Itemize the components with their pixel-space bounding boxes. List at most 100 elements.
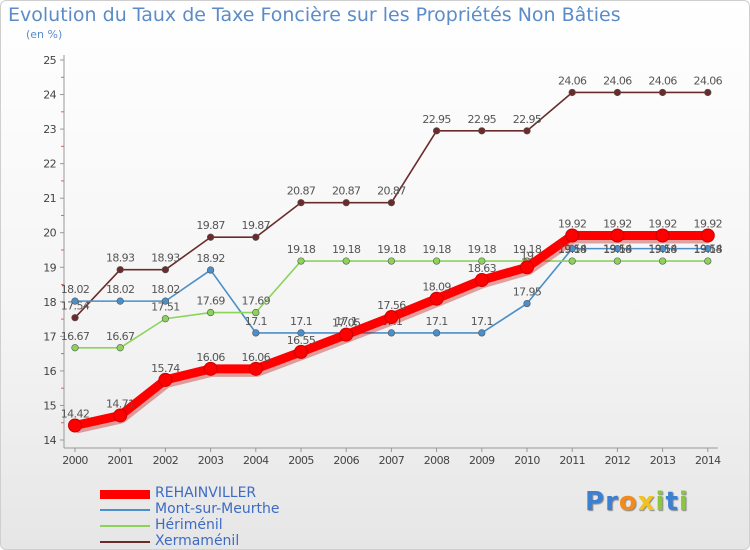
data-label: 19.18: [468, 243, 497, 256]
x-tick-label: 2003: [198, 454, 224, 467]
legend-swatch-mont-sur-meurthe: [100, 509, 150, 511]
data-label: 17.1: [471, 315, 493, 328]
data-point: [474, 273, 489, 288]
x-tick-label: 2004: [243, 454, 269, 467]
legend-item-mont-sur-meurthe[interactable]: Mont-sur-Meurthe: [100, 501, 360, 518]
data-label: 22.95: [422, 113, 451, 126]
data-point: [613, 88, 622, 97]
data-point: [658, 245, 667, 253]
data-point: [704, 88, 712, 97]
data-point: [207, 308, 215, 317]
data-point: [613, 245, 622, 253]
data-label: 19.18: [558, 243, 587, 256]
data-label: 19.18: [422, 243, 451, 256]
data-point: [161, 266, 169, 274]
data-label: 18.02: [151, 283, 180, 296]
data-label: 19.18: [603, 243, 632, 256]
y-tick-label: 22: [43, 158, 56, 171]
legend-item-rehainviller[interactable]: REHAINVILLER: [100, 485, 360, 502]
data-label: 17.69: [242, 295, 271, 308]
data-label: 16.06: [196, 351, 225, 364]
data-point: [294, 344, 308, 359]
data-label: 19.18: [648, 243, 677, 256]
data-point: [339, 327, 354, 342]
legend-item-herimenil[interactable]: Hériménil: [100, 517, 360, 534]
data-point: [523, 299, 531, 308]
data-label: 24.06: [558, 74, 587, 87]
data-label: 16.55: [287, 334, 316, 347]
data-label: 19.18: [513, 243, 542, 256]
legend-label: Mont-sur-Meurthe: [155, 501, 280, 517]
data-label: 16.67: [106, 330, 135, 343]
data-label: 19: [521, 249, 534, 262]
data-point: [568, 88, 576, 97]
data-point: [658, 88, 667, 97]
data-point: [71, 314, 79, 322]
data-label: 19.18: [287, 243, 316, 256]
data-label: 19.18: [694, 243, 723, 256]
data-label: 19.54: [648, 243, 677, 256]
data-label: 24.06: [603, 74, 632, 87]
x-tick-label: 2008: [424, 454, 450, 467]
y-tick-label: 17: [43, 330, 56, 343]
legend: REHAINVILLER Mont-sur-Meurthe Hériménil …: [100, 485, 360, 550]
logo-letter: o: [618, 487, 638, 517]
data-point: [297, 199, 305, 207]
data-point: [342, 257, 350, 265]
data-point: [429, 291, 444, 306]
data-label: 20.87: [287, 185, 316, 198]
data-point: [161, 315, 169, 323]
data-point: [387, 257, 396, 265]
data-label: 16.67: [61, 330, 90, 343]
data-label: 18.02: [61, 283, 90, 296]
data-point: [158, 372, 173, 387]
data-label: 17.56: [377, 299, 406, 312]
data-label: 18.92: [196, 252, 225, 265]
data-label: 24.06: [694, 74, 723, 87]
y-tick-label: 20: [43, 227, 56, 240]
legend-label: Hériménil: [155, 517, 223, 533]
data-label: 17.05: [332, 317, 361, 330]
data-point: [610, 228, 625, 243]
y-tick-label: 14: [43, 434, 56, 447]
data-label: 19.92: [648, 217, 677, 230]
legend-label: REHAINVILLER: [155, 485, 257, 501]
data-label: 19.92: [558, 217, 587, 230]
logo-letter: x: [637, 487, 656, 517]
data-label: 17.69: [196, 295, 225, 308]
data-point: [387, 329, 396, 337]
data-point: [71, 344, 79, 352]
y-tick-label: 21: [43, 192, 56, 205]
data-point: [433, 329, 441, 337]
data-point: [520, 260, 534, 275]
x-tick-label: 2009: [469, 454, 495, 467]
x-tick-label: 2001: [107, 454, 133, 467]
data-point: [297, 257, 305, 265]
data-point: [342, 199, 350, 207]
x-tick-label: 2012: [605, 454, 631, 467]
legend-item-xermamenil[interactable]: Xermaménil: [100, 533, 360, 550]
data-label: 19.54: [694, 243, 723, 256]
data-label: 14.42: [61, 407, 90, 420]
data-label: 19.87: [196, 219, 225, 232]
logo-letter: i: [678, 487, 689, 517]
data-point: [71, 297, 79, 305]
data-label: 22.95: [513, 113, 542, 126]
data-label: 19.18: [377, 243, 406, 256]
y-tick-label: 25: [43, 54, 56, 67]
data-point: [207, 266, 215, 274]
proxiti-logo: Proxiti: [585, 487, 689, 517]
data-label: 20.87: [332, 185, 361, 198]
data-point: [207, 233, 215, 241]
x-tick-label: 2010: [514, 454, 540, 467]
y-tick-label: 15: [43, 399, 56, 412]
data-label: 17.1: [335, 315, 357, 328]
legend-swatch-herimenil: [100, 525, 150, 527]
x-tick-label: 2011: [559, 454, 585, 467]
data-point: [252, 233, 260, 241]
data-label: 19.18: [332, 243, 361, 256]
data-label: 18.09: [422, 281, 451, 294]
y-tick-label: 23: [43, 123, 56, 136]
